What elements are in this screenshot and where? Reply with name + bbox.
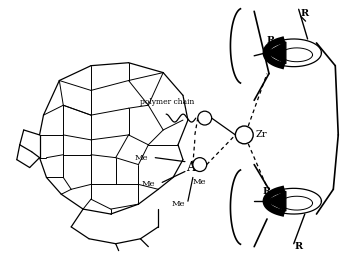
Text: R: R <box>300 9 309 18</box>
Text: polymer chain: polymer chain <box>140 98 194 106</box>
Polygon shape <box>266 42 286 64</box>
Text: R: R <box>295 242 303 251</box>
Text: Me: Me <box>172 200 185 208</box>
Text: R: R <box>267 37 275 45</box>
Text: Al: Al <box>186 161 200 174</box>
Text: R: R <box>263 187 271 196</box>
Text: Me: Me <box>193 178 206 186</box>
Circle shape <box>198 111 212 125</box>
Polygon shape <box>266 191 286 211</box>
Circle shape <box>193 158 207 171</box>
Circle shape <box>236 126 253 144</box>
Text: Zr: Zr <box>255 130 267 139</box>
Text: Me: Me <box>135 154 148 162</box>
Text: Me: Me <box>142 180 155 188</box>
